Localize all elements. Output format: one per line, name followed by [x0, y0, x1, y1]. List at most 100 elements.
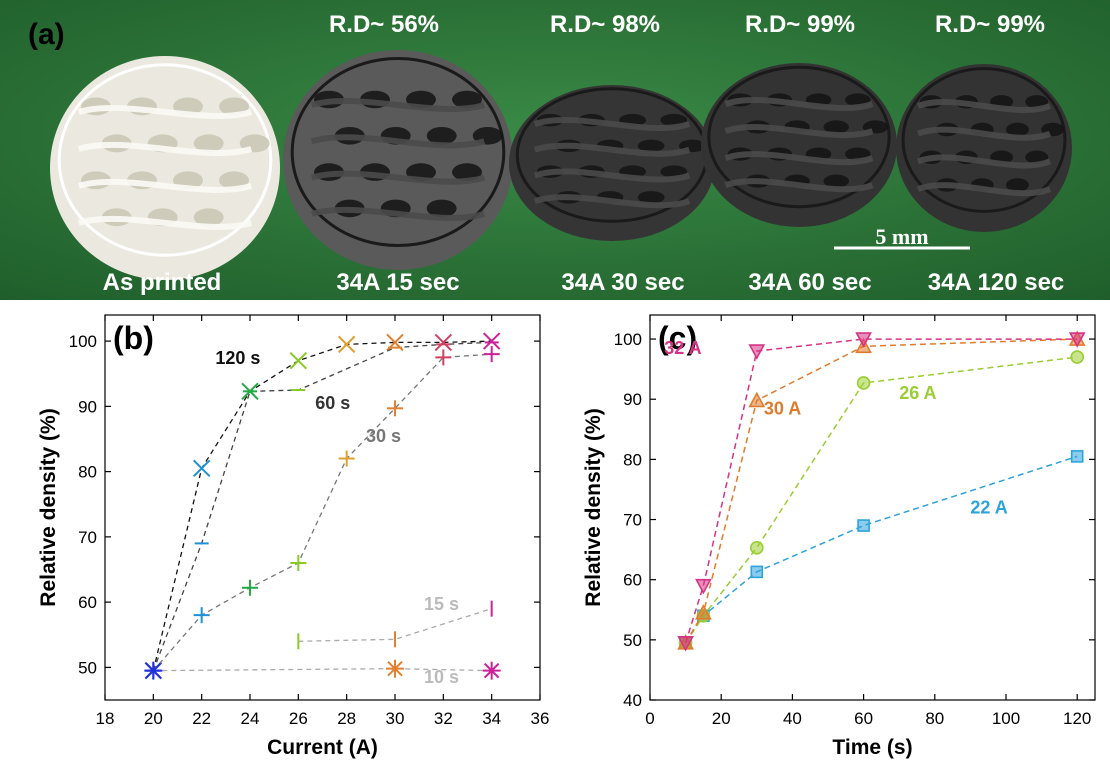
y-tick-label: 60: [78, 593, 97, 612]
series-line: [152, 341, 492, 671]
data-point: [435, 349, 452, 366]
series-label: 26 A: [899, 383, 936, 403]
x-tick-label: 22: [192, 709, 211, 728]
scale-bar-label: 5 mm: [875, 224, 928, 249]
y-axis-label: Relative density (%): [37, 408, 60, 606]
y-tick-label: 90: [623, 390, 642, 409]
data-point: [750, 565, 764, 579]
series-label: 22 A: [970, 498, 1007, 518]
plot-frame: [649, 314, 1096, 701]
data-point: [144, 661, 163, 680]
series-label: 30 A: [764, 398, 801, 418]
sample-caption: 34A 60 sec: [748, 269, 871, 296]
chart-current-vs-density: 18 20 22 24 26 28 30 32 34 36 50 60 70 80 90 100 Current…: [37, 314, 549, 759]
sample-disc: [283, 50, 513, 270]
y-tick-label: 90: [78, 397, 97, 416]
data-point: [748, 391, 766, 408]
series-label: 10 s: [424, 667, 459, 687]
series-label: 120 s: [215, 348, 260, 368]
sample-disc: [896, 64, 1072, 232]
sample-caption: 34A 30 sec: [561, 269, 684, 296]
x-tick-label: 20: [712, 709, 731, 728]
y-tick-label: 50: [623, 631, 642, 650]
x-tick-label: 40: [783, 709, 802, 728]
sample-disc: [701, 63, 897, 227]
data-point: [857, 519, 870, 532]
data-point: [1070, 350, 1085, 364]
data-point: [695, 578, 712, 595]
scale-bar: 5 mm: [834, 224, 970, 250]
y-tick-label: 40: [623, 691, 642, 710]
y-tick-label: 80: [623, 450, 642, 469]
data-point: [289, 351, 308, 370]
data-point: [750, 541, 764, 555]
panel-label: (c): [658, 320, 697, 356]
data-point: [855, 332, 872, 348]
series-line: [684, 356, 1078, 644]
series-line: [684, 455, 1078, 644]
y-tick-label: 70: [78, 528, 97, 547]
y-tick-label: 100: [69, 332, 97, 351]
data-point: [483, 346, 500, 363]
data-point: [695, 604, 712, 620]
data-point: [856, 376, 871, 390]
sample-disc: [509, 85, 715, 241]
panel-label: (b): [113, 320, 154, 356]
y-tick-label: 100: [614, 330, 642, 349]
density-label: R.D~ 56%: [329, 11, 439, 38]
data-point: [1070, 450, 1084, 463]
sample-disc: [50, 56, 280, 280]
sample-caption: As printed: [103, 269, 222, 296]
x-tick-label: 80: [925, 709, 944, 728]
sample-caption: 34A 120 sec: [928, 269, 1065, 296]
series-line: [684, 338, 1078, 644]
data-point: [386, 659, 404, 678]
y-tick-label: 60: [623, 571, 642, 590]
x-tick-label: 0: [645, 709, 654, 728]
x-axis-label: Time (s): [832, 736, 912, 759]
series-label: 60 s: [315, 393, 350, 413]
sample-caption: 34A 15 sec: [336, 269, 459, 296]
x-tick-label: 20: [144, 709, 163, 728]
data-point: [290, 554, 307, 571]
density-label: R.D~ 99%: [935, 11, 1045, 38]
data-point: [337, 335, 356, 354]
x-tick-label: 60: [854, 709, 873, 728]
x-tick-label: 120: [1063, 709, 1091, 728]
x-tick-label: 100: [992, 709, 1020, 728]
series-line: [684, 338, 1078, 644]
data-point: [434, 333, 453, 352]
series-line: [152, 353, 492, 672]
series-line: [298, 608, 492, 642]
photo-panel: As printed 34A 15 sec R.D~ 56% 34A 30 sec R.…: [0, 0, 1110, 300]
x-tick-label: 24: [241, 709, 260, 728]
data-point: [482, 661, 501, 680]
data-point: [338, 450, 355, 467]
y-tick-label: 70: [623, 511, 642, 530]
plot-frame: [104, 314, 541, 701]
panel-label-a: (a): [28, 18, 65, 51]
y-tick-label: 50: [78, 658, 97, 677]
data-point: [748, 344, 766, 360]
x-axis-label: Current (A): [267, 736, 378, 759]
series-label: 30 s: [366, 426, 401, 446]
data-point: [677, 636, 694, 652]
series-label: 32 A: [664, 338, 701, 358]
data-point: [192, 459, 211, 478]
y-axis-label: Relative density (%): [582, 408, 605, 606]
chart-time-vs-density: 0 20 40 60 80 100 120 40 50 60 70 80 90 100 Time (s) Re…: [582, 314, 1096, 759]
data-point: [193, 607, 210, 624]
x-tick-label: 30: [386, 709, 405, 728]
sample-photo: As printed 34A 15 sec R.D~ 56% 34A 30 sec R.…: [0, 0, 1110, 300]
data-point: [242, 579, 258, 596]
density-label: R.D~ 98%: [550, 11, 660, 38]
x-tick-label: 26: [289, 709, 308, 728]
data-point: [1068, 332, 1086, 348]
density-label: R.D~ 99%: [745, 11, 855, 38]
y-tick-label: 80: [78, 463, 97, 482]
x-tick-label: 28: [337, 709, 356, 728]
x-tick-label: 32: [434, 709, 453, 728]
data-point: [387, 400, 403, 417]
series-line: [153, 668, 492, 672]
data-point: [482, 332, 501, 350]
